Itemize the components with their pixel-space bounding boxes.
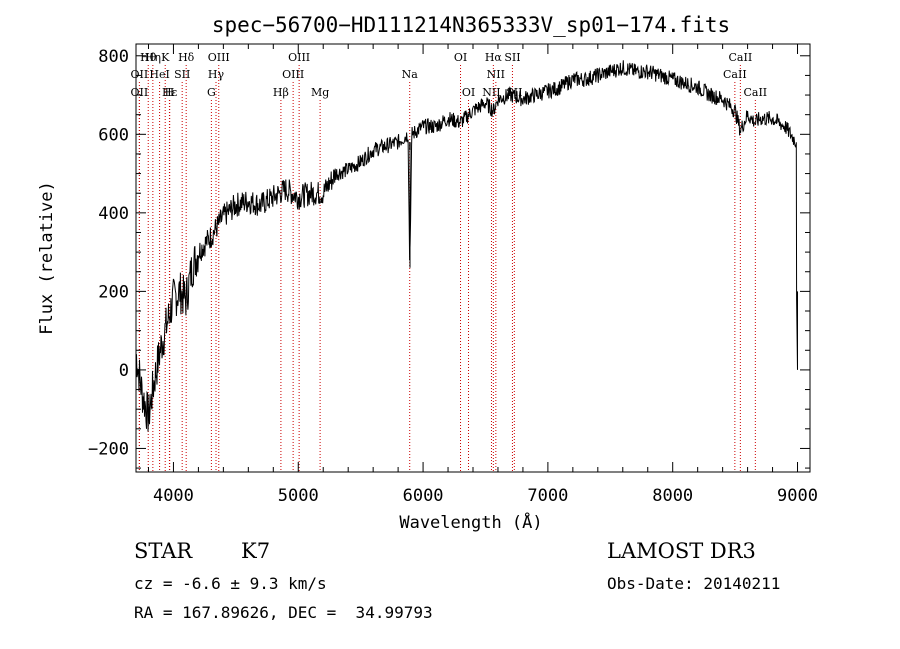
obs-date: Obs-Date: 20140211 bbox=[607, 574, 781, 593]
line-label-19: OI bbox=[462, 86, 475, 99]
line-label-9: H bbox=[165, 86, 175, 99]
line-label-18: OI bbox=[454, 51, 467, 64]
spectrum-chart: spec−56700−HD111214N365333V_sp01−174.fit… bbox=[37, 13, 818, 533]
x-tick-label-5: 9000 bbox=[777, 486, 818, 506]
line-label-6: SII bbox=[174, 68, 190, 81]
line-label-5: HeI bbox=[149, 68, 169, 81]
x-axis: 4000 5000 6000 7000 8000 9000 bbox=[147, 44, 818, 506]
spectrum-line bbox=[135, 60, 798, 432]
survey-label: LAMOST DR3 bbox=[607, 539, 756, 563]
subclass-label: K7 bbox=[241, 539, 271, 563]
class-label: STAR bbox=[134, 539, 193, 563]
line-label-15: Hβ bbox=[273, 86, 289, 99]
line-label-22: NII bbox=[487, 68, 505, 81]
y-tick-label-5: 800 bbox=[98, 47, 129, 67]
x-axis-label: Wavelength (Å) bbox=[399, 511, 542, 533]
line-label-25: CaII bbox=[729, 51, 753, 64]
redshift-readout: cz = -6.6 ± 9.3 km/s bbox=[134, 574, 327, 593]
line-label-14: OIII bbox=[282, 68, 304, 81]
y-tick-label-3: 400 bbox=[98, 204, 129, 224]
line-label-8: Hε bbox=[162, 86, 178, 99]
y-axis-label: Flux (relative) bbox=[37, 181, 57, 335]
line-label-27: CaII bbox=[743, 86, 767, 99]
line-label-12: G bbox=[207, 86, 216, 99]
line-label-2: K bbox=[161, 51, 170, 64]
y-axis: −200 0 200 400 600 800 bbox=[88, 47, 810, 469]
line-label-17: Na bbox=[402, 68, 419, 81]
chart-title: spec−56700−HD111214N365333V_sp01−174.fit… bbox=[212, 13, 730, 37]
x-tick-label-0: 4000 bbox=[153, 486, 194, 506]
line-label-1: Hη bbox=[145, 51, 161, 64]
coordinates: RA = 167.89626, DEC = 34.99793 bbox=[134, 603, 433, 622]
y-tick-label-2: 200 bbox=[98, 282, 129, 302]
line-label-11: Hγ bbox=[208, 68, 225, 81]
line-label-10: OIII bbox=[208, 51, 230, 64]
x-tick-label-2: 6000 bbox=[403, 486, 444, 506]
x-tick-label-1: 5000 bbox=[278, 486, 319, 506]
y-tick-label-1: 0 bbox=[119, 361, 129, 381]
line-label-26: CaII bbox=[723, 68, 747, 81]
line-label-13: OIII bbox=[288, 51, 310, 64]
x-tick-label-4: 8000 bbox=[652, 486, 693, 506]
line-label-3: Hδ bbox=[178, 51, 195, 64]
line-label-0: Hθ bbox=[140, 51, 157, 64]
line-label-7: OII bbox=[131, 86, 149, 99]
line-label-16: Mg bbox=[311, 86, 329, 99]
line-label-4: OII bbox=[131, 68, 149, 81]
line-label-20: Hα bbox=[485, 51, 503, 64]
y-tick-label-0: −200 bbox=[88, 439, 129, 459]
line-label-23: NII bbox=[482, 86, 500, 99]
line-label-21: SII bbox=[504, 51, 520, 64]
x-tick-label-3: 7000 bbox=[527, 486, 568, 506]
y-tick-label-4: 600 bbox=[98, 125, 129, 145]
